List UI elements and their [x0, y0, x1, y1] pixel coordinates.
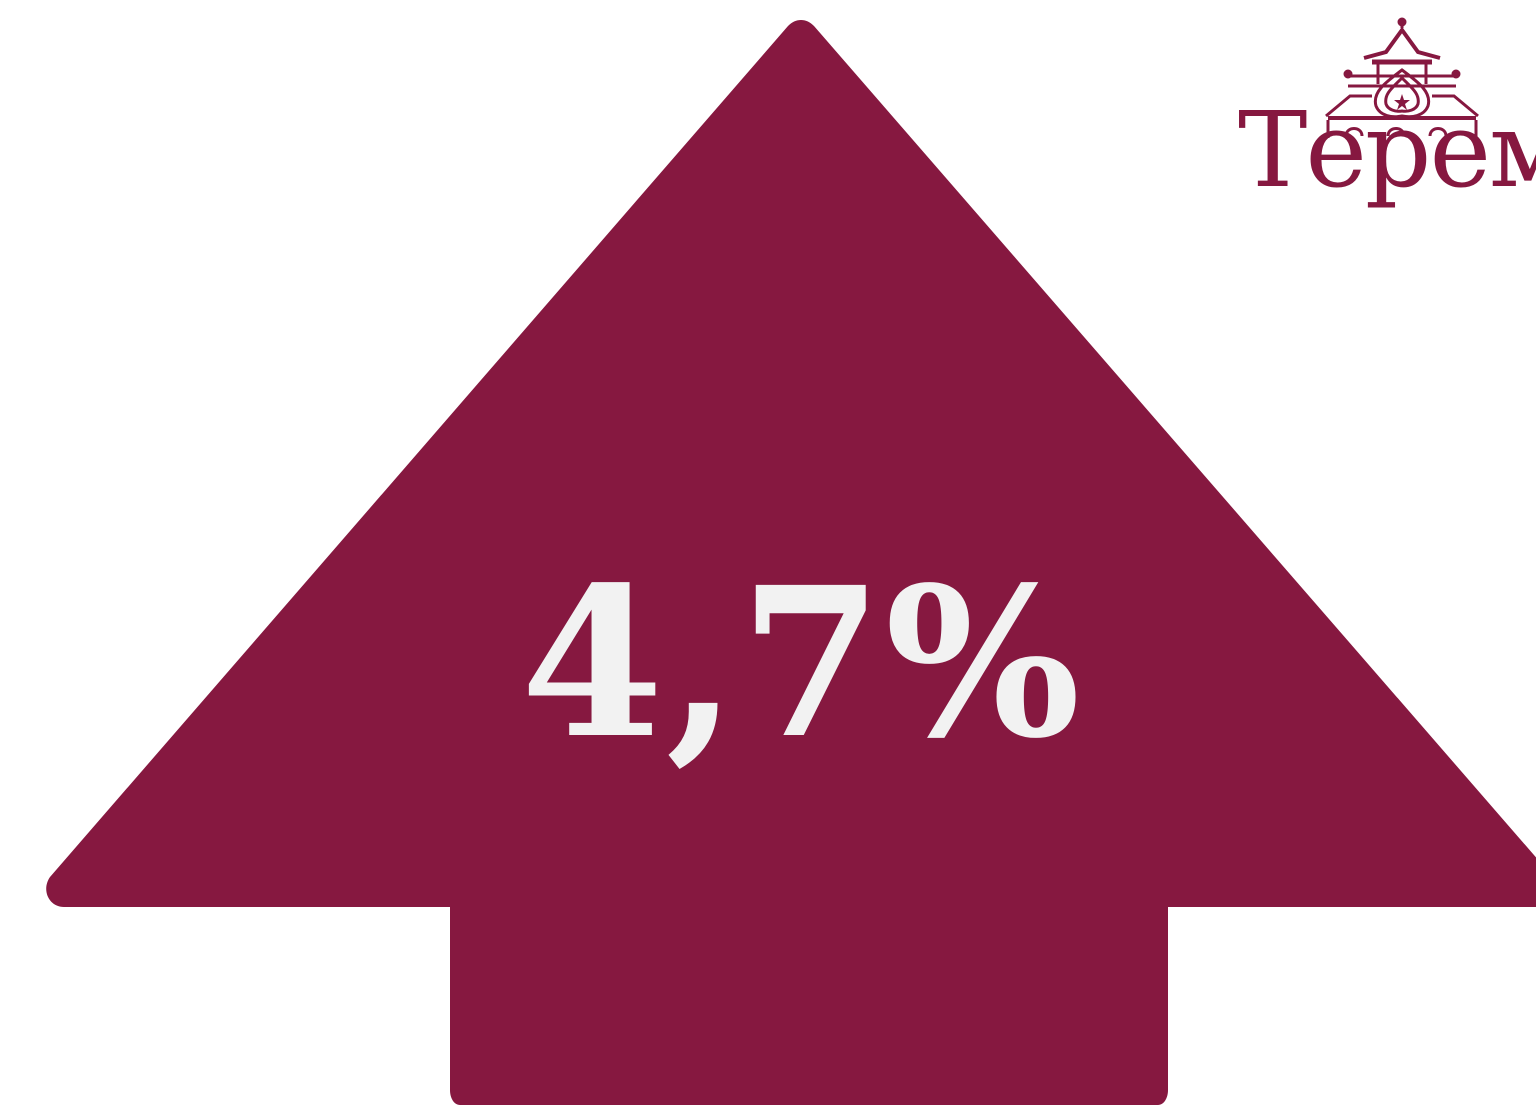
- logo-wordmark: ТеремЪ: [1238, 89, 1536, 211]
- stat-value: 4,7%: [520, 542, 1083, 784]
- terem-roof-icon: [1325, 17, 1479, 138]
